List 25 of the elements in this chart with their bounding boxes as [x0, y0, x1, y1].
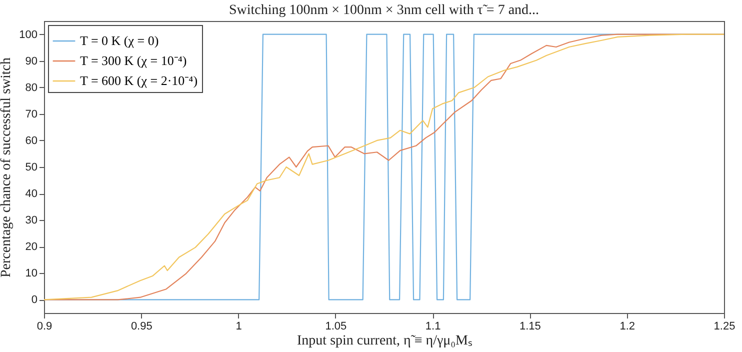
x-tick-label: 1.2: [620, 320, 636, 332]
x-tick-label: 1.1: [425, 320, 441, 332]
y-tick-label: 70: [25, 108, 38, 120]
x-tick-label: 1: [236, 320, 242, 332]
legend-label: T = 0 K (χ = 0): [80, 33, 159, 48]
legend-label: T = 300 K (χ = 10⁻⁴): [80, 53, 187, 68]
x-tick-label: 0.9: [36, 320, 52, 332]
x-tick-label: 0.95: [130, 320, 152, 332]
legend-label: T = 600 K (χ = 2·10⁻⁴): [80, 73, 198, 88]
y-tick-label: 10: [25, 268, 38, 280]
y-tick-label: 90: [25, 55, 38, 68]
y-tick-label: 80: [25, 82, 38, 94]
y-tick-label: 20: [25, 241, 38, 254]
y-tick-label: 0: [31, 294, 38, 306]
y-tick-label: 40: [25, 188, 38, 200]
x-axis-title: Input spin current, η̃ ≡ η/γμ₀Mₛ: [297, 334, 472, 348]
y-tick-label: 30: [25, 214, 38, 227]
y-axis-title: Percentage chance of successful switch: [0, 57, 14, 278]
x-tick-label: 1.05: [325, 320, 347, 332]
y-tick-label: 100: [19, 28, 38, 41]
y-tick-label: 50: [25, 162, 38, 174]
x-tick-label: 1.15: [520, 320, 541, 332]
x-tick-label: 1.25: [714, 320, 736, 332]
y-tick-label: 60: [25, 134, 38, 147]
chart-title: Switching 100nm × 100nm × 3nm cell with τ̃ = 7 and...: [228, 3, 540, 18]
